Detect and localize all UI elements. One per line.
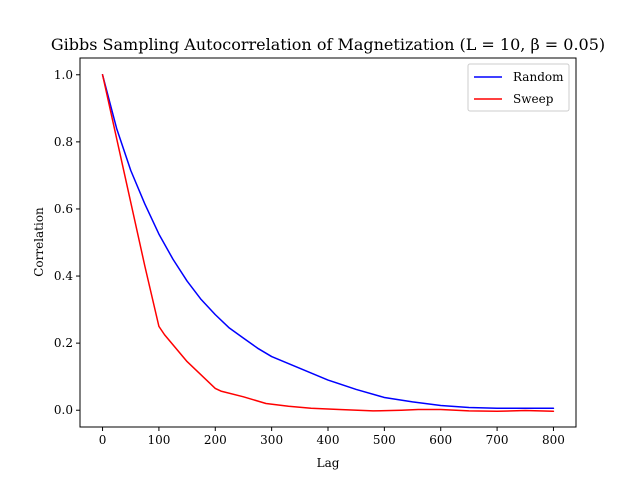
x-tick-label: 700 xyxy=(486,433,509,447)
y-tick-label: 1.0 xyxy=(54,68,73,82)
y-tick-label: 0.4 xyxy=(54,269,73,283)
x-tick-label: 800 xyxy=(542,433,565,447)
series-layer xyxy=(101,74,555,412)
x-tick-label: 600 xyxy=(429,433,452,447)
legend-label-sweep: Sweep xyxy=(513,92,554,106)
x-tick-label: 500 xyxy=(373,433,396,447)
series-line-sweep xyxy=(101,74,555,412)
x-tick-label: 100 xyxy=(147,433,170,447)
x-axis-label: Lag xyxy=(317,456,340,470)
x-tick-label: 300 xyxy=(260,433,283,447)
x-tick-label: 0 xyxy=(99,433,107,447)
x-axis-ticks: 0 100 200 300 400 500 600 700 800 xyxy=(99,427,565,447)
y-tick-label: 0.0 xyxy=(54,403,73,417)
x-tick-label: 200 xyxy=(204,433,227,447)
x-tick-label: 400 xyxy=(317,433,340,447)
y-tick-label: 0.2 xyxy=(54,336,73,350)
series-line-random xyxy=(101,74,555,409)
y-tick-label: 0.6 xyxy=(54,202,73,216)
legend: Random Sweep xyxy=(467,63,570,112)
legend-label-random: Random xyxy=(513,70,564,84)
plot-area: 0 100 200 300 400 500 600 700 800 0.00.20.40.60.… xyxy=(54,57,577,447)
y-axis-ticks: 0.0 0.2 0.4 0.6 0.8 1.0 xyxy=(54,68,80,417)
y-axis-label: Correlation xyxy=(32,207,46,277)
chart-title: Gibbs Sampling Autocorrelation of Magnet… xyxy=(51,35,605,54)
y-tick-label: 0.8 xyxy=(54,135,73,149)
